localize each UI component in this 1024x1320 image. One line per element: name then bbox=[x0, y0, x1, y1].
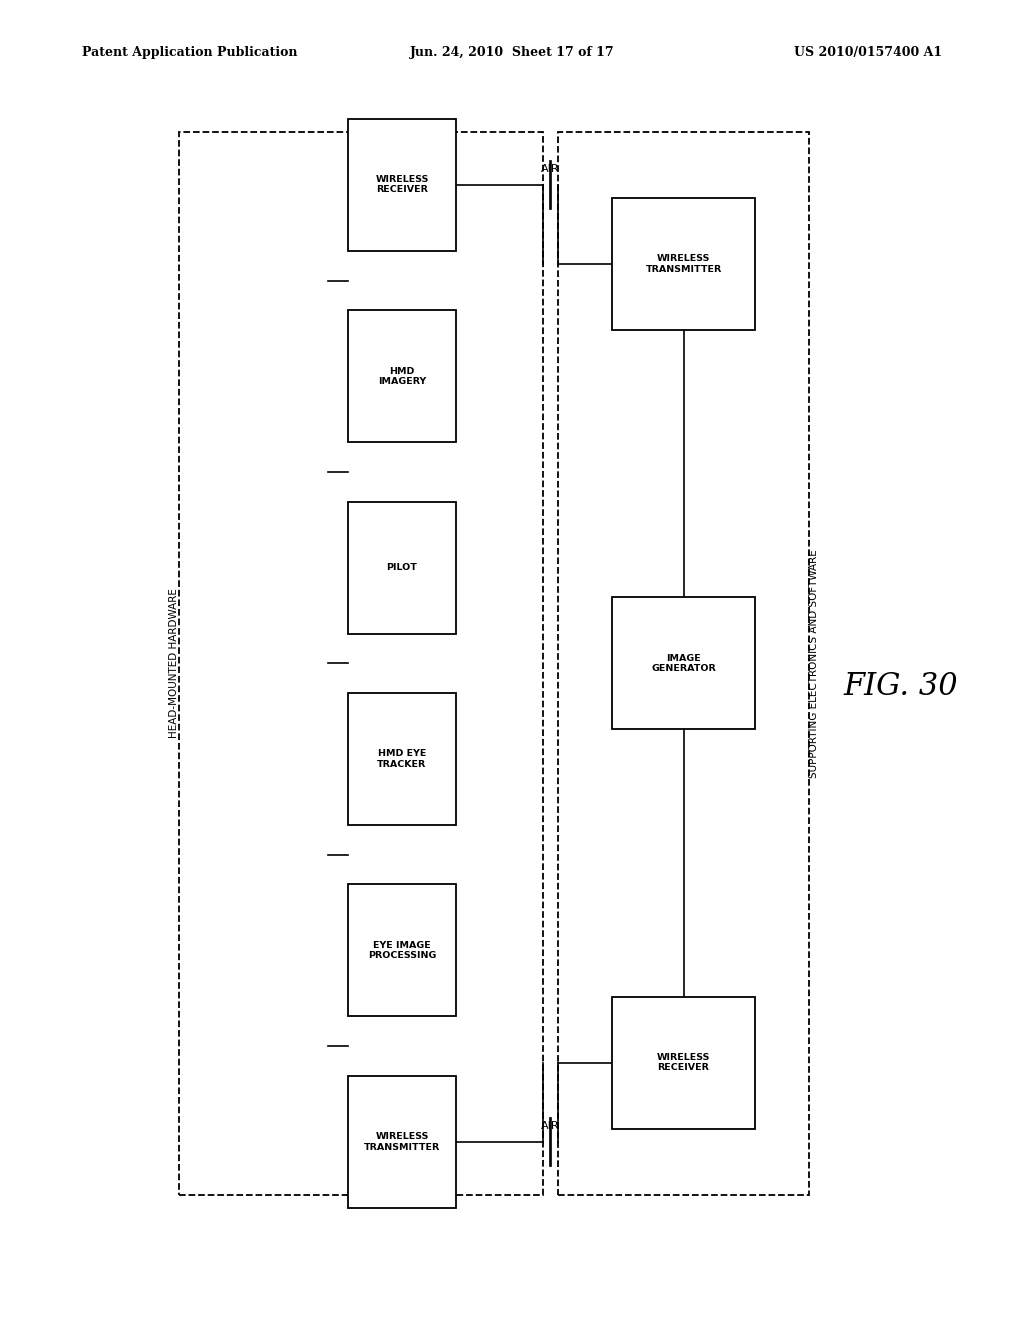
Text: Jun. 24, 2010  Sheet 17 of 17: Jun. 24, 2010 Sheet 17 of 17 bbox=[410, 46, 614, 59]
Text: IMAGE
GENERATOR: IMAGE GENERATOR bbox=[651, 653, 716, 673]
Text: WIRELESS
TRANSMITTER: WIRELESS TRANSMITTER bbox=[645, 255, 722, 273]
Text: AIR: AIR bbox=[541, 164, 560, 174]
Text: WIRELESS
RECEIVER: WIRELESS RECEIVER bbox=[656, 1053, 711, 1072]
Bar bbox=[348, 884, 456, 1016]
Text: HMD EYE
TRACKER: HMD EYE TRACKER bbox=[377, 750, 427, 768]
Bar bbox=[611, 597, 755, 729]
Bar bbox=[348, 119, 456, 251]
Text: PILOT: PILOT bbox=[386, 564, 418, 572]
Bar bbox=[348, 1076, 456, 1208]
Text: HMD
IMAGERY: HMD IMAGERY bbox=[378, 367, 426, 385]
Text: EYE IMAGE
PROCESSING: EYE IMAGE PROCESSING bbox=[368, 941, 436, 960]
Text: AIR: AIR bbox=[541, 1121, 560, 1131]
Text: WIRELESS
TRANSMITTER: WIRELESS TRANSMITTER bbox=[364, 1133, 440, 1151]
Text: Patent Application Publication: Patent Application Publication bbox=[82, 46, 297, 59]
Text: FIG. 30: FIG. 30 bbox=[844, 671, 958, 702]
Bar bbox=[348, 310, 456, 442]
Bar bbox=[348, 693, 456, 825]
Text: HEAD-MOUNTED HARDWARE: HEAD-MOUNTED HARDWARE bbox=[169, 589, 179, 738]
Bar bbox=[611, 198, 755, 330]
Bar bbox=[348, 502, 456, 634]
Text: US 2010/0157400 A1: US 2010/0157400 A1 bbox=[794, 46, 942, 59]
Bar bbox=[179, 132, 543, 1195]
Bar bbox=[558, 132, 809, 1195]
Text: WIRELESS
RECEIVER: WIRELESS RECEIVER bbox=[375, 176, 429, 194]
Bar bbox=[611, 997, 755, 1129]
Text: SUPPORTING ELECTRONICS AND SOFTWARE: SUPPORTING ELECTRONICS AND SOFTWARE bbox=[809, 549, 819, 777]
